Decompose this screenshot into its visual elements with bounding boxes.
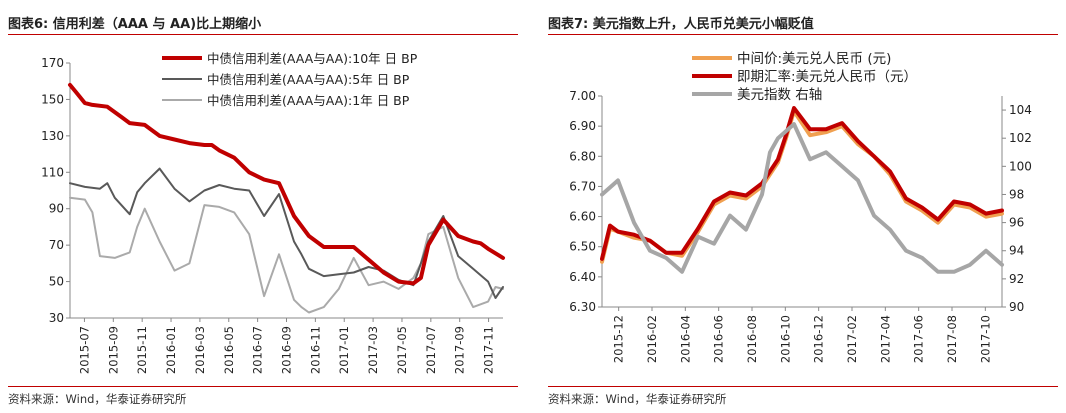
x-tick-label: 2016-06 — [712, 315, 726, 363]
left-source-note: 资料来源：Wind，华泰证券研究所 — [8, 392, 187, 406]
x-tick-label: 2015-11 — [135, 326, 149, 374]
legend-label: 中债信用利差(AAA与AA):10年 日 BP — [207, 51, 418, 66]
right-title-rule — [548, 34, 1058, 35]
y-tick-label: 6.30 — [569, 300, 596, 314]
y-tick-label: 90 — [49, 202, 64, 216]
left-chart: 30 50 70 90 110 130 150 170 2015-07 2015-09 2015-1… — [41, 51, 505, 374]
y2-tick-label: 92 — [1009, 272, 1024, 286]
series-line — [600, 122, 1004, 274]
x-tick-label: 2016-03 — [193, 326, 207, 374]
x-tick-label: 2016-11 — [308, 326, 322, 374]
series-line — [600, 106, 1004, 261]
x-tick-label: 2016-01 — [164, 326, 178, 374]
x-tick-label: 2017-07 — [424, 326, 438, 374]
x-tick-label: 2016-08 — [745, 315, 759, 363]
legend-label: 中债信用利差(AAA与AA):5年 日 BP — [207, 72, 410, 87]
x-tick-label: 2017-06 — [912, 315, 926, 363]
legend-label: 中间价:美元兑人民币 (元) — [737, 51, 891, 67]
x-tick-label: 2017-09 — [453, 326, 467, 374]
x-tick-label: 2017-10 — [978, 315, 992, 363]
y-tick-label: 30 — [49, 311, 64, 325]
x-tick-label: 2015-09 — [106, 326, 120, 374]
x-tick-label: 2017-02 — [845, 315, 859, 363]
x-tick-label: 2016-02 — [645, 315, 659, 363]
y-tick-label: 150 — [41, 92, 64, 106]
legend-label: 即期汇率:美元兑人民币（元） — [737, 68, 917, 85]
y2-tick-label: 90 — [1009, 300, 1024, 314]
y-tick-label: 50 — [49, 275, 64, 289]
left-title-rule — [8, 34, 518, 35]
y2-tick-label: 104 — [1009, 103, 1032, 117]
y2-tick-label: 102 — [1009, 131, 1032, 145]
x-tick-label: 2017-08 — [945, 315, 959, 363]
x-tick-label: 2017-04 — [878, 315, 892, 363]
y-tick-label: 6.40 — [569, 270, 596, 284]
y2-tick-label: 98 — [1009, 187, 1024, 201]
y-tick-label: 6.60 — [569, 210, 596, 224]
legend-label: 中债信用利差(AAA与AA):1年 日 BP — [207, 93, 410, 108]
x-tick-label: 2016-07 — [251, 326, 265, 374]
right-chart-title: 图表7: 美元指数上升，人民币兑美元小幅贬值 — [548, 17, 814, 32]
x-tick-label: 2016-10 — [778, 315, 792, 363]
y2-tick-label: 96 — [1009, 216, 1024, 230]
y2-tick-label: 100 — [1009, 159, 1032, 173]
y-tick-label: 130 — [41, 129, 64, 143]
y-tick-label: 7.00 — [569, 89, 596, 103]
x-tick-label: 2016-09 — [280, 326, 294, 374]
right-panel: 图表7: 美元指数上升，人民币兑美元小幅贬值 6.30 6.40 6.50 6.60 6… — [540, 0, 1066, 413]
left-chart-title: 图表6: 信用利差（AAA 与 AA)比上期缩小 — [8, 17, 262, 32]
x-tick-label: 2017-01 — [337, 326, 351, 374]
y-tick-label: 70 — [49, 238, 64, 252]
x-tick-label: 2017-05 — [395, 326, 409, 374]
series-line — [600, 109, 1004, 264]
y-tick-label: 6.70 — [569, 179, 596, 193]
left-source-rule — [8, 386, 518, 387]
right-chart: 6.30 6.40 6.50 6.60 6.70 6.80 6.90 7.00 90 92 94 96… — [569, 51, 1032, 363]
y-tick-label: 170 — [41, 56, 64, 70]
x-tick-label: 2017-03 — [366, 326, 380, 374]
y-tick-label: 6.80 — [569, 149, 596, 163]
y-tick-label: 6.90 — [569, 119, 596, 133]
x-tick-label: 2016-12 — [812, 315, 826, 363]
y-tick-label: 110 — [41, 165, 64, 179]
series-line — [68, 82, 505, 286]
right-source-rule — [548, 386, 1058, 387]
x-tick-label: 2016-05 — [222, 326, 236, 374]
left-panel: 图表6: 信用利差（AAA 与 AA)比上期缩小 30 50 70 90 110 130 1… — [0, 0, 525, 413]
y2-tick-label: 94 — [1009, 244, 1024, 258]
x-tick-label: 2015-07 — [77, 326, 91, 374]
y-tick-label: 6.50 — [569, 240, 596, 254]
x-tick-label: 2017-11 — [482, 326, 496, 374]
right-source-note: 资料来源：Wind，华泰证券研究所 — [548, 392, 727, 406]
x-tick-label: 2016-04 — [678, 315, 692, 363]
x-tick-label: 2015-12 — [612, 315, 626, 363]
legend-label: 美元指数 右轴 — [737, 87, 822, 103]
